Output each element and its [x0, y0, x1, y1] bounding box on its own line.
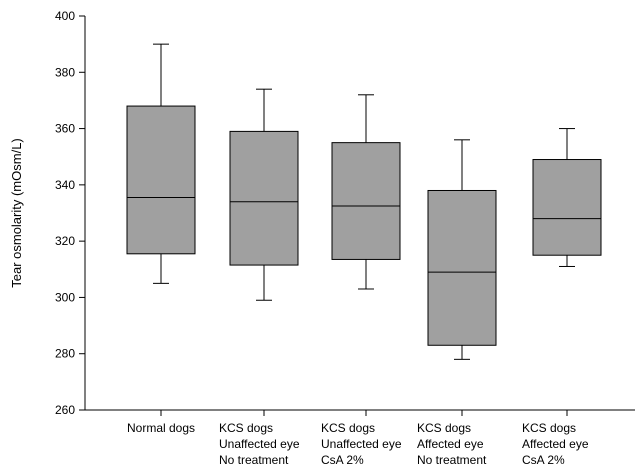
y-tick-label: 280: [55, 347, 75, 361]
box-iqr: [126, 105, 196, 255]
y-tick-label: 380: [55, 65, 75, 79]
y-tick-label: 340: [55, 178, 75, 192]
x-category-label: KCS dogs: [522, 421, 576, 435]
box-iqr: [532, 159, 602, 256]
x-category-label: Unaffected eye: [219, 437, 300, 451]
x-category-label: KCS dogs: [321, 421, 375, 435]
x-category-label: CsA 2%: [321, 453, 364, 464]
y-tick-label: 400: [55, 9, 75, 23]
y-tick-label: 260: [55, 403, 75, 417]
x-category-label: No treatment: [417, 453, 487, 464]
y-tick-label: 300: [55, 290, 75, 304]
x-category-label: KCS dogs: [219, 421, 273, 435]
x-category-label: KCS dogs: [417, 421, 471, 435]
x-category-label: Affected eye: [522, 437, 589, 451]
y-tick-label: 360: [55, 122, 75, 136]
box-iqr: [331, 142, 401, 260]
plot-area: 260 280 300 320 340 360 380 400 Normal dogs KCS d…: [55, 9, 635, 464]
box-iqr: [229, 130, 299, 266]
y-axis-title: Tear osmolarity (mOsm/L): [9, 138, 24, 288]
y-tick-label: 320: [55, 234, 75, 248]
x-category-label: No treatment: [219, 453, 289, 464]
x-category-label: Affected eye: [417, 437, 484, 451]
box-iqr: [427, 189, 497, 346]
x-category-label: CsA 2%: [522, 453, 565, 464]
x-category-label: Unaffected eye: [321, 437, 402, 451]
x-category-label: Normal dogs: [127, 421, 195, 435]
